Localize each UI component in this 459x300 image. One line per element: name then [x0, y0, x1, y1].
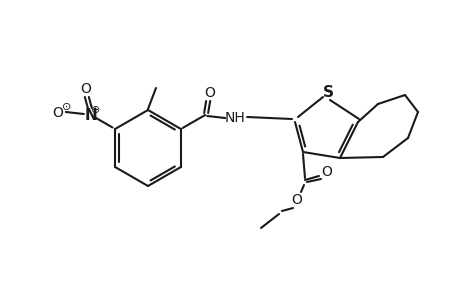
Text: O: O — [321, 165, 332, 179]
Text: O: O — [80, 82, 91, 96]
Text: O: O — [204, 86, 215, 100]
Text: NH: NH — [224, 111, 245, 125]
Text: S: S — [322, 85, 333, 100]
Text: N: N — [84, 107, 97, 122]
Text: O: O — [52, 106, 63, 120]
Text: ⊕: ⊕ — [91, 105, 101, 115]
Text: O: O — [291, 193, 302, 207]
Text: ⊙: ⊙ — [62, 102, 71, 112]
